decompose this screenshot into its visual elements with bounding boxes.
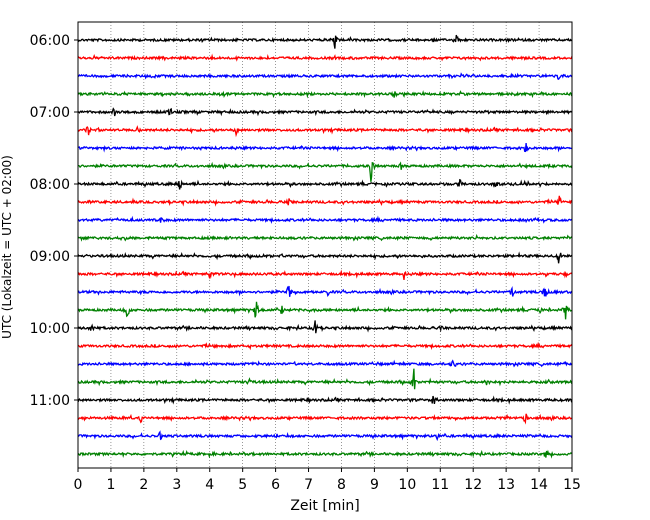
trace-0845 xyxy=(77,233,573,242)
x-ticks: 0 1 2 3 4 5 6 7 8 9 10 11 12 13 14 15 xyxy=(74,468,581,493)
trace-1130 xyxy=(77,430,573,442)
trace-0630 xyxy=(77,72,573,81)
trace-0715 xyxy=(77,125,573,138)
y-tick-label: 08:00 xyxy=(30,177,70,193)
trace-1100 xyxy=(77,395,573,405)
trace-1045 xyxy=(77,368,573,390)
x-tick-label: 11 xyxy=(431,477,449,493)
trace-0615 xyxy=(77,53,573,62)
x-tick-label: 7 xyxy=(304,477,313,493)
grid-layer xyxy=(110,22,540,468)
trace-1030 xyxy=(77,359,573,368)
traces-layer xyxy=(77,34,573,459)
y-tick-label: 11:00 xyxy=(30,393,70,409)
trace-0600 xyxy=(77,34,573,49)
trace-0700 xyxy=(77,107,573,117)
x-tick-label: 5 xyxy=(238,477,247,493)
trace-0745 xyxy=(78,161,573,182)
x-axis-label: Zeit [min] xyxy=(290,498,359,514)
trace-1015 xyxy=(77,341,573,351)
trace-1145 xyxy=(77,449,573,459)
x-tick-label: 4 xyxy=(205,477,214,493)
x-tick-label: 3 xyxy=(172,477,181,493)
trace-1000 xyxy=(77,320,573,334)
trace-0915 xyxy=(77,269,573,281)
trace-0730 xyxy=(77,142,572,153)
x-tick-label: 1 xyxy=(106,477,115,493)
x-tick-label: 14 xyxy=(530,477,548,493)
plot-frame xyxy=(77,21,573,469)
y-tick-label: 06:00 xyxy=(30,33,70,49)
x-tick-label: 0 xyxy=(74,477,83,493)
trace-0645 xyxy=(77,90,573,99)
trace-0945 xyxy=(77,301,573,320)
x-tick-label: 2 xyxy=(139,477,148,493)
x-tick-label: 9 xyxy=(370,477,379,493)
trace-0815 xyxy=(77,195,573,207)
y-axis-label: UTC (Lokalzeit = UTC + 02:00) xyxy=(0,155,14,339)
x-tick-label: 8 xyxy=(337,477,346,493)
trace-1115 xyxy=(77,413,573,425)
x-tick-label: 12 xyxy=(464,477,482,493)
x-tick-label: 13 xyxy=(497,477,515,493)
y-tick-label: 07:00 xyxy=(30,105,70,121)
x-tick-label: 6 xyxy=(271,477,280,493)
y-tick-label: 09:00 xyxy=(30,249,70,265)
trace-0830 xyxy=(77,215,573,225)
x-tick-label: 15 xyxy=(563,477,581,493)
y-tick-label: 10:00 xyxy=(30,321,70,337)
trace-0900 xyxy=(77,251,573,264)
trace-0800 xyxy=(77,178,573,190)
y-ticks: 06:00 07:00 08:00 09:00 10:00 11:00 xyxy=(30,33,78,409)
trace-0930 xyxy=(78,285,573,298)
x-tick-label: 10 xyxy=(398,477,416,493)
